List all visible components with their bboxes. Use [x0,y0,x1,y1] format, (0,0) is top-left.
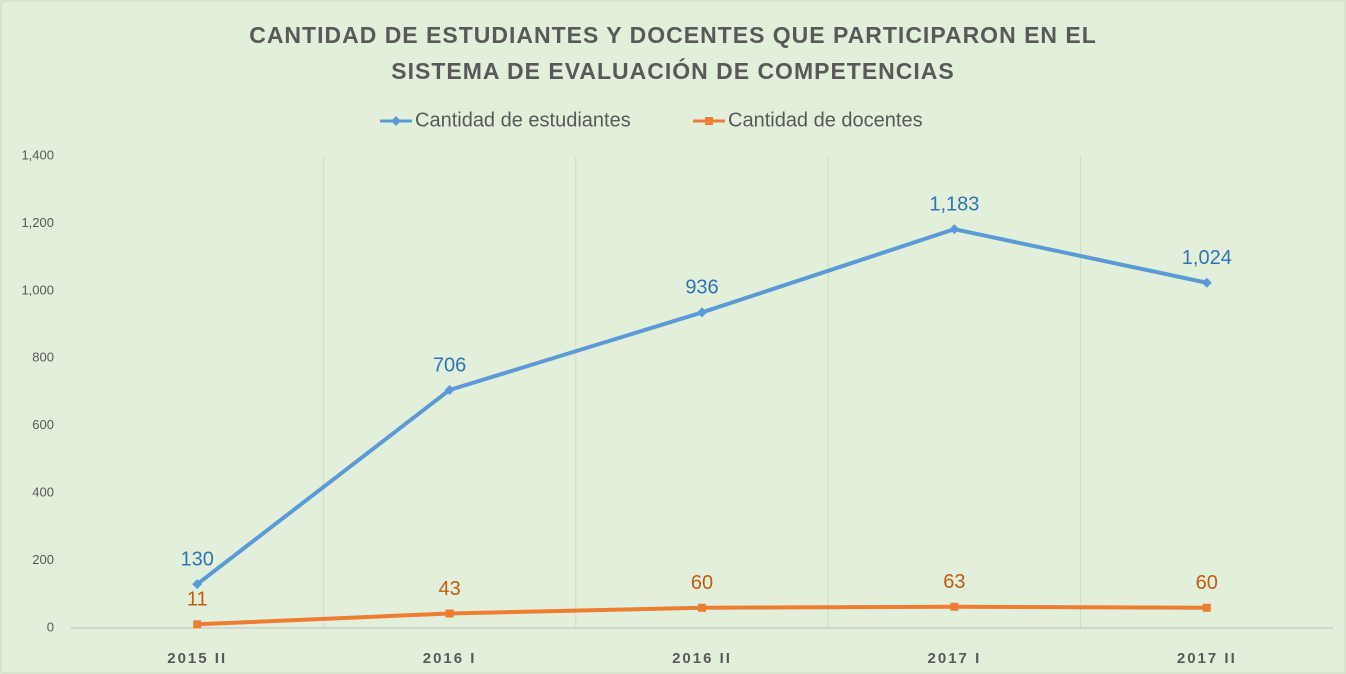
data-label: 43 [438,578,460,600]
data-label: 1,183 [929,193,979,215]
data-label: 936 [685,277,718,299]
marker [1202,603,1211,612]
legend-marker [391,116,401,126]
chart-title: SISTEMA DE EVALUACIÓN DE COMPETENCIAS [391,57,954,84]
y-tick-label: 0 [47,619,54,634]
y-tick-label: 600 [32,417,54,432]
marker [444,384,455,395]
chart-title: CANTIDAD DE ESTUDIANTES Y DOCENTES QUE P… [249,22,1097,48]
y-tick-label: 1,000 [21,282,54,297]
marker [192,579,203,590]
legend-label: Cantidad de docentes [728,109,923,131]
marker [1201,277,1212,288]
marker [950,602,959,611]
x-tick-label: 2015 II [167,650,227,667]
data-label: 60 [691,572,713,594]
y-tick-label: 200 [32,552,54,567]
marker [193,620,202,629]
data-label: 11 [187,589,208,611]
x-tick-label: 2016 II [672,650,732,667]
x-tick-label: 2017 I [928,650,982,667]
x-tick-label: 2016 I [423,650,477,667]
data-label: 706 [433,354,466,376]
legend-marker [705,117,713,125]
x-tick-label: 2017 II [1177,650,1237,667]
y-tick-label: 800 [32,350,54,365]
data-label: 63 [943,571,965,593]
legend-label: Cantidad de estudiantes [415,109,631,131]
marker [697,307,707,318]
marker [698,603,706,612]
y-tick-label: 1,200 [21,215,54,230]
marker [949,224,960,235]
data-label: 60 [1196,572,1218,594]
y-tick-label: 400 [32,485,54,500]
data-label: 130 [181,548,214,570]
data-label: 1,024 [1182,247,1232,269]
marker [445,609,454,618]
y-tick-label: 1,400 [21,147,54,162]
